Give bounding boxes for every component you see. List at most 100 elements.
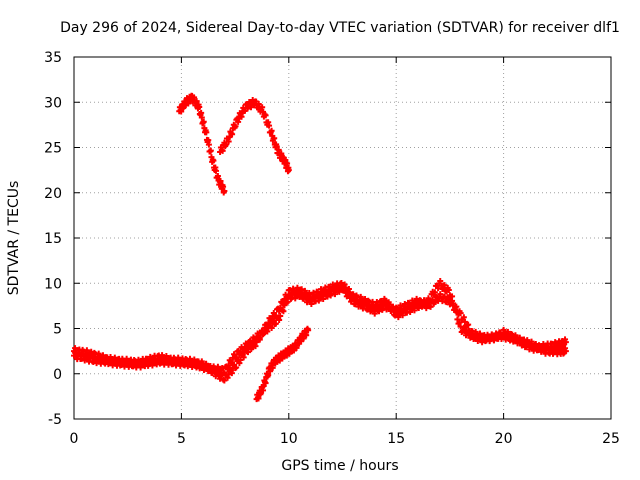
series-track-main-b — [71, 277, 569, 384]
y-tick-label: 5 — [53, 322, 62, 338]
data-point — [454, 316, 461, 323]
data-point — [271, 135, 278, 142]
data-point — [518, 342, 525, 349]
data-point — [193, 98, 200, 105]
data-point — [149, 359, 156, 366]
data-point — [542, 346, 549, 353]
data-point — [285, 167, 292, 174]
data-point — [221, 377, 228, 384]
data-point — [273, 143, 280, 150]
data-point — [465, 327, 472, 334]
x-tick-label: 5 — [177, 431, 186, 447]
x-axis-label: GPS time / hours — [281, 458, 398, 474]
data-point — [214, 368, 221, 375]
data-point — [294, 284, 301, 291]
data-point — [99, 352, 106, 359]
data-point — [153, 358, 160, 365]
data-point — [198, 114, 205, 121]
data-point — [437, 291, 444, 298]
chart-title: Day 296 of 2024, Sidereal Day-to-day VTE… — [60, 20, 620, 36]
data-point — [423, 302, 430, 309]
data-point — [268, 318, 275, 325]
data-point — [266, 122, 273, 129]
data-point — [219, 364, 226, 371]
y-tick-label: 35 — [44, 50, 62, 66]
y-tick-label: 15 — [44, 231, 62, 247]
data-point — [389, 305, 396, 312]
data-point — [95, 350, 102, 357]
data-point — [169, 359, 176, 366]
data-point — [238, 113, 245, 120]
data-point — [504, 328, 511, 335]
data-point — [324, 289, 331, 296]
data-point — [385, 299, 392, 306]
data-point — [445, 286, 452, 293]
data-point — [338, 280, 345, 287]
data-point — [229, 131, 236, 138]
data-point — [205, 368, 212, 375]
data-point — [303, 332, 310, 339]
x-tick-label: 0 — [70, 431, 79, 447]
data-point — [205, 141, 212, 148]
data-point — [210, 157, 217, 164]
data-point — [264, 323, 271, 330]
data-point — [457, 310, 464, 317]
data-point — [305, 327, 312, 334]
data-point — [233, 364, 240, 371]
data-point — [441, 282, 448, 289]
data-point — [262, 112, 269, 119]
data-point — [500, 326, 507, 333]
data-point — [512, 332, 519, 339]
data-point — [431, 289, 438, 296]
data-point — [212, 167, 219, 174]
data-point — [203, 129, 210, 136]
data-point — [207, 147, 214, 154]
data-point — [479, 339, 486, 346]
data-point — [224, 374, 231, 381]
data-point — [490, 337, 497, 344]
data-point — [111, 354, 118, 361]
y-axis-label: SDTVAR / TECUs — [6, 181, 22, 296]
data-point — [331, 287, 338, 294]
x-tick-label: 10 — [280, 431, 298, 447]
data-point — [88, 348, 95, 355]
x-tick-label: 15 — [387, 431, 405, 447]
data-point — [449, 293, 456, 300]
data-point — [427, 297, 434, 304]
data-point — [265, 372, 272, 379]
data-point — [395, 314, 402, 321]
x-tick-label: 20 — [495, 431, 513, 447]
data-point — [203, 360, 210, 367]
data-points — [71, 92, 569, 403]
data-point — [298, 286, 305, 293]
data-point — [242, 345, 249, 352]
data-point — [277, 304, 284, 311]
data-point — [268, 127, 275, 134]
data-point — [178, 108, 185, 115]
data-point — [228, 370, 235, 377]
data-point — [265, 320, 272, 327]
data-point — [130, 361, 137, 368]
data-point — [200, 118, 207, 125]
data-point — [441, 293, 448, 300]
data-point — [255, 395, 262, 402]
data-point — [261, 328, 268, 335]
data-point — [262, 380, 269, 387]
data-point — [342, 284, 349, 291]
data-point — [240, 354, 247, 361]
data-point — [345, 285, 352, 292]
data-point — [252, 343, 259, 350]
data-point — [276, 308, 283, 315]
data-point — [236, 360, 243, 367]
data-point — [562, 348, 569, 355]
series-track-upper-arc-1 — [176, 92, 228, 196]
data-point — [232, 123, 239, 130]
data-point — [348, 294, 355, 301]
data-point — [362, 295, 369, 302]
data-point — [528, 340, 535, 347]
y-tick-label: 10 — [44, 276, 62, 292]
data-point — [415, 304, 422, 311]
data-point — [217, 177, 224, 184]
y-tick-label: 0 — [53, 367, 62, 383]
x-tick-label: 25 — [602, 431, 620, 447]
